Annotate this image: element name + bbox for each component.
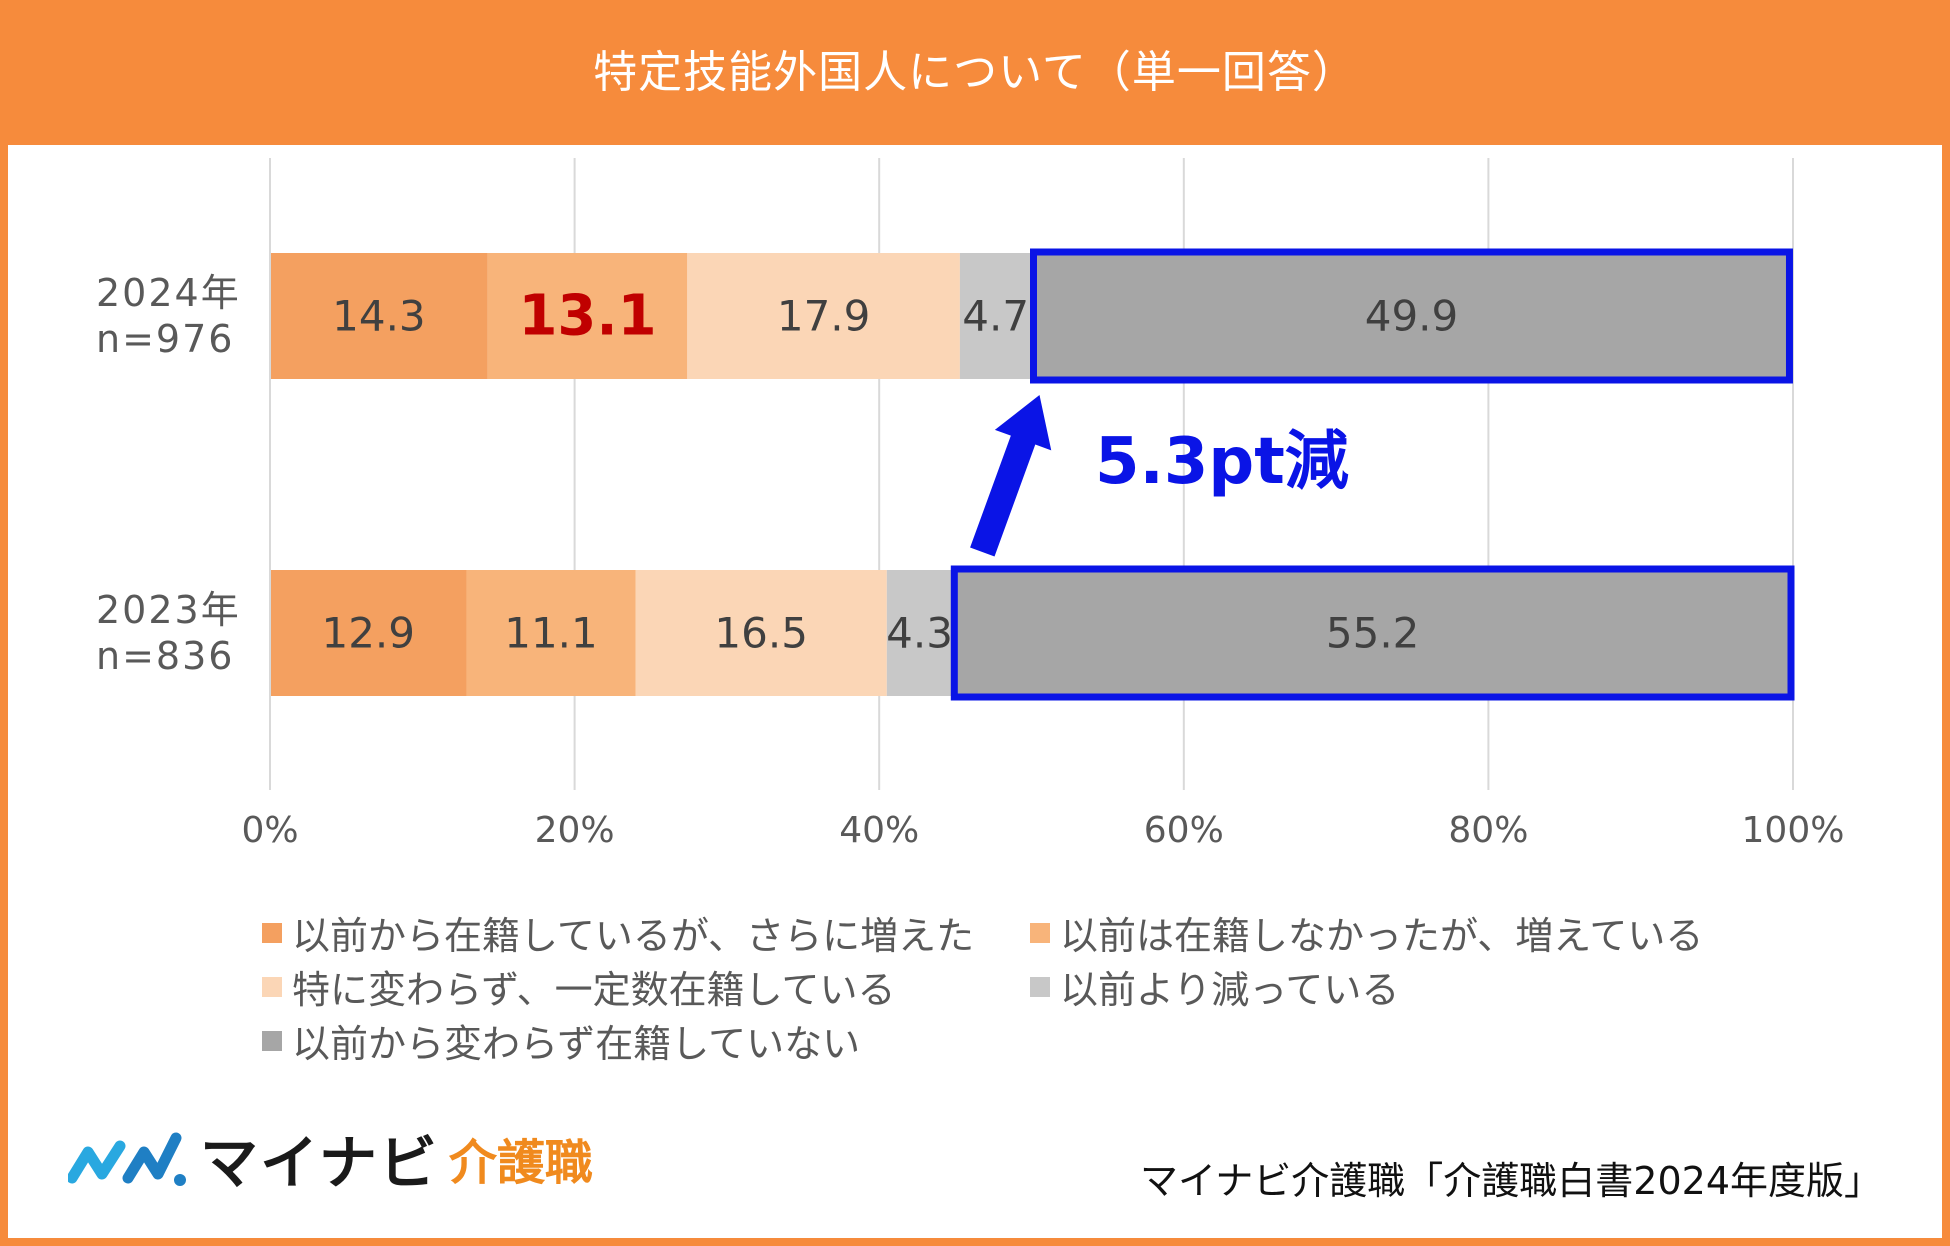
bar-segment — [270, 253, 488, 379]
bar-segment — [1031, 253, 1792, 379]
data-label: 12.9 — [321, 609, 415, 658]
x-tick-label: 20% — [535, 810, 615, 851]
legend-swatch — [1030, 976, 1050, 997]
bar-segment — [886, 570, 953, 696]
x-tick-label: 40% — [839, 810, 919, 851]
x-tick-label: 100% — [1742, 810, 1845, 851]
annotation-text: 5.3pt減 — [1095, 425, 1349, 499]
bar-segment — [959, 253, 1032, 379]
x-tick-label: 80% — [1448, 810, 1528, 851]
legend-item-2: 以前は在籍しなかったが、増えている — [1030, 905, 1703, 960]
bar-segment — [952, 570, 1793, 696]
legend-label: 以前から変わらず在籍していない — [292, 1022, 861, 1066]
brand-logo-subtext: 介護職 — [448, 1135, 593, 1191]
highlight-box — [1030, 248, 1793, 384]
brand-logo-mark-icon — [68, 1132, 186, 1186]
category-label-2023: 2023年 n=836 — [96, 587, 256, 679]
chart-title: 特定技能外国人について（単一回答） — [593, 47, 1357, 98]
legend-label: 以前は在籍しなかったが、増えている — [1060, 914, 1704, 958]
data-label: 4.3 — [886, 609, 953, 658]
decrease-arrow-icon — [970, 395, 1052, 557]
legend-label: 以前より減っている — [1060, 968, 1400, 1012]
data-label: 49.9 — [1365, 292, 1459, 341]
legend-label: 特に変わらず、一定数在籍している — [292, 968, 896, 1012]
data-label: 11.1 — [504, 609, 598, 658]
source-note: マイナビ介護職「介護職白書2024年度版」 — [1140, 1159, 1882, 1203]
legend-swatch — [1030, 922, 1050, 943]
data-label: 14.3 — [332, 292, 426, 341]
category-n: n=836 — [96, 634, 235, 678]
legend-label: 以前から在籍しているが、さらに増えた — [292, 914, 975, 958]
legend-swatch — [262, 922, 282, 943]
category-year: 2024年 — [96, 271, 241, 315]
bar-segment — [270, 570, 467, 696]
bar-segment — [687, 253, 960, 379]
category-year: 2023年 — [96, 588, 241, 632]
x-tick-label: 0% — [241, 810, 298, 851]
legend-swatch — [262, 1030, 282, 1051]
legend-item-5: 以前から変わらず在籍していない — [262, 1013, 860, 1068]
data-label: 55.2 — [1326, 609, 1420, 658]
legend-swatch — [262, 976, 282, 997]
data-label: 16.5 — [714, 609, 808, 658]
title-bar — [0, 0, 1950, 145]
category-n: n=976 — [96, 317, 235, 361]
category-label-2024: 2024年 n=976 — [96, 270, 256, 362]
bar-segment — [466, 570, 636, 696]
legend-item-3: 特に変わらず、一定数在籍している — [262, 959, 895, 1014]
data-label: 13.1 — [518, 284, 656, 349]
x-tick-label: 60% — [1144, 810, 1224, 851]
data-label: 4.7 — [962, 292, 1029, 341]
highlight-box — [950, 565, 1795, 701]
legend-item-4: 以前より減っている — [1030, 959, 1399, 1014]
bar-segment — [487, 253, 688, 379]
brand-logo: マイナビ 介護職 — [68, 1118, 593, 1198]
legend-item-1: 以前から在籍しているが、さらに増えた — [262, 905, 974, 960]
data-label: 17.9 — [777, 292, 871, 341]
brand-logo-text: マイナビ — [200, 1129, 439, 1197]
bar-segment — [635, 570, 887, 696]
